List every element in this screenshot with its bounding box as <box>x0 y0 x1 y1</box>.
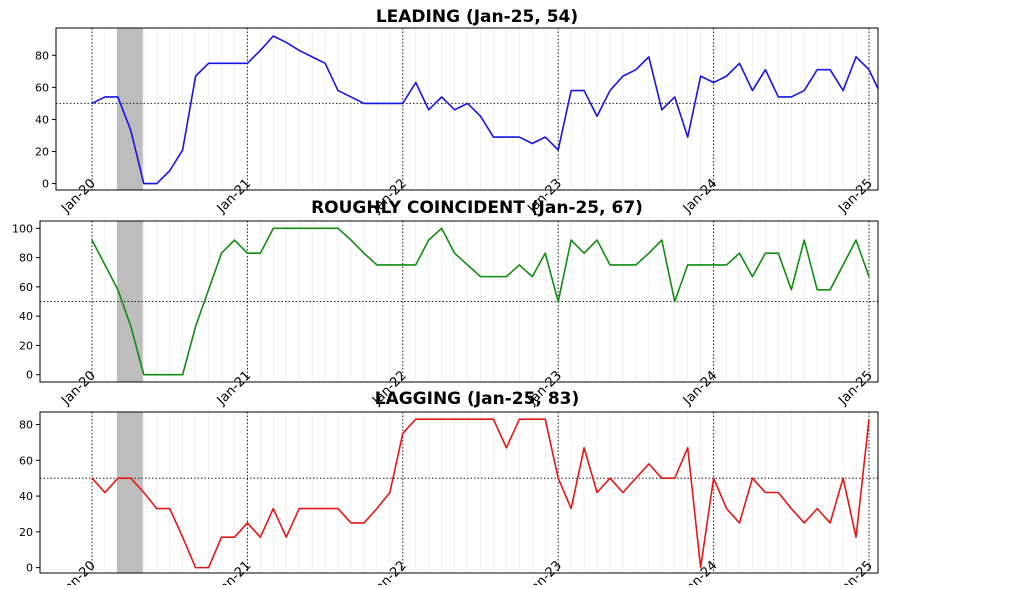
y-tick-label: 60 <box>19 281 33 294</box>
chart-title: ROUGHLY COINCIDENT (Jan-25, 67) <box>311 198 643 218</box>
x-tick-label: Jan-24 <box>680 368 721 409</box>
x-tick-label: Jan-21 <box>214 176 255 217</box>
series-line <box>91 227 870 376</box>
y-tick-label: 20 <box>19 526 33 539</box>
y-tick-label: 40 <box>19 310 33 323</box>
axes-frame <box>55 27 879 191</box>
y-tick-label: 40 <box>19 490 33 503</box>
x-tick-label: Jan-25 <box>835 558 876 585</box>
x-tick-label: Jan-23 <box>525 558 566 585</box>
recession-shade <box>116 412 143 573</box>
chart-title: LEADING (Jan-25, 54) <box>376 7 578 27</box>
chart-title: LAGGING (Jan-25, 83) <box>375 389 580 409</box>
y-tick-label: 40 <box>35 113 49 126</box>
y-tick-label: 80 <box>35 49 49 62</box>
series-line <box>91 418 870 569</box>
x-tick-label: Jan-20 <box>58 558 99 585</box>
y-tick-label: 20 <box>19 339 33 352</box>
axes-frame <box>39 411 879 574</box>
y-tick-label: 80 <box>19 252 33 265</box>
y-tick-label: 60 <box>19 454 33 467</box>
x-tick-label: Jan-25 <box>835 368 876 409</box>
x-tick-label: Jan-20 <box>58 368 99 409</box>
y-tick-label: 0 <box>26 369 33 382</box>
x-tick-label: Jan-20 <box>58 176 99 217</box>
y-tick-label: 20 <box>35 146 49 159</box>
y-tick-label: 0 <box>42 178 49 191</box>
minor-gridlines <box>91 28 870 190</box>
y-tick-label: 0 <box>26 562 33 575</box>
y-tick-label: 100 <box>12 222 33 235</box>
x-tick-label: Jan-25 <box>835 176 876 217</box>
y-tick-label: 80 <box>19 419 33 432</box>
y-tick-label: 60 <box>35 81 49 94</box>
series-line <box>91 35 878 185</box>
minor-gridlines <box>91 412 870 573</box>
x-tick-label: Jan-21 <box>214 558 255 585</box>
axes-frame <box>39 220 879 383</box>
x-tick-label: Jan-24 <box>680 176 721 217</box>
x-tick-label: Jan-21 <box>214 368 255 409</box>
x-tick-label: Jan-22 <box>369 558 410 585</box>
